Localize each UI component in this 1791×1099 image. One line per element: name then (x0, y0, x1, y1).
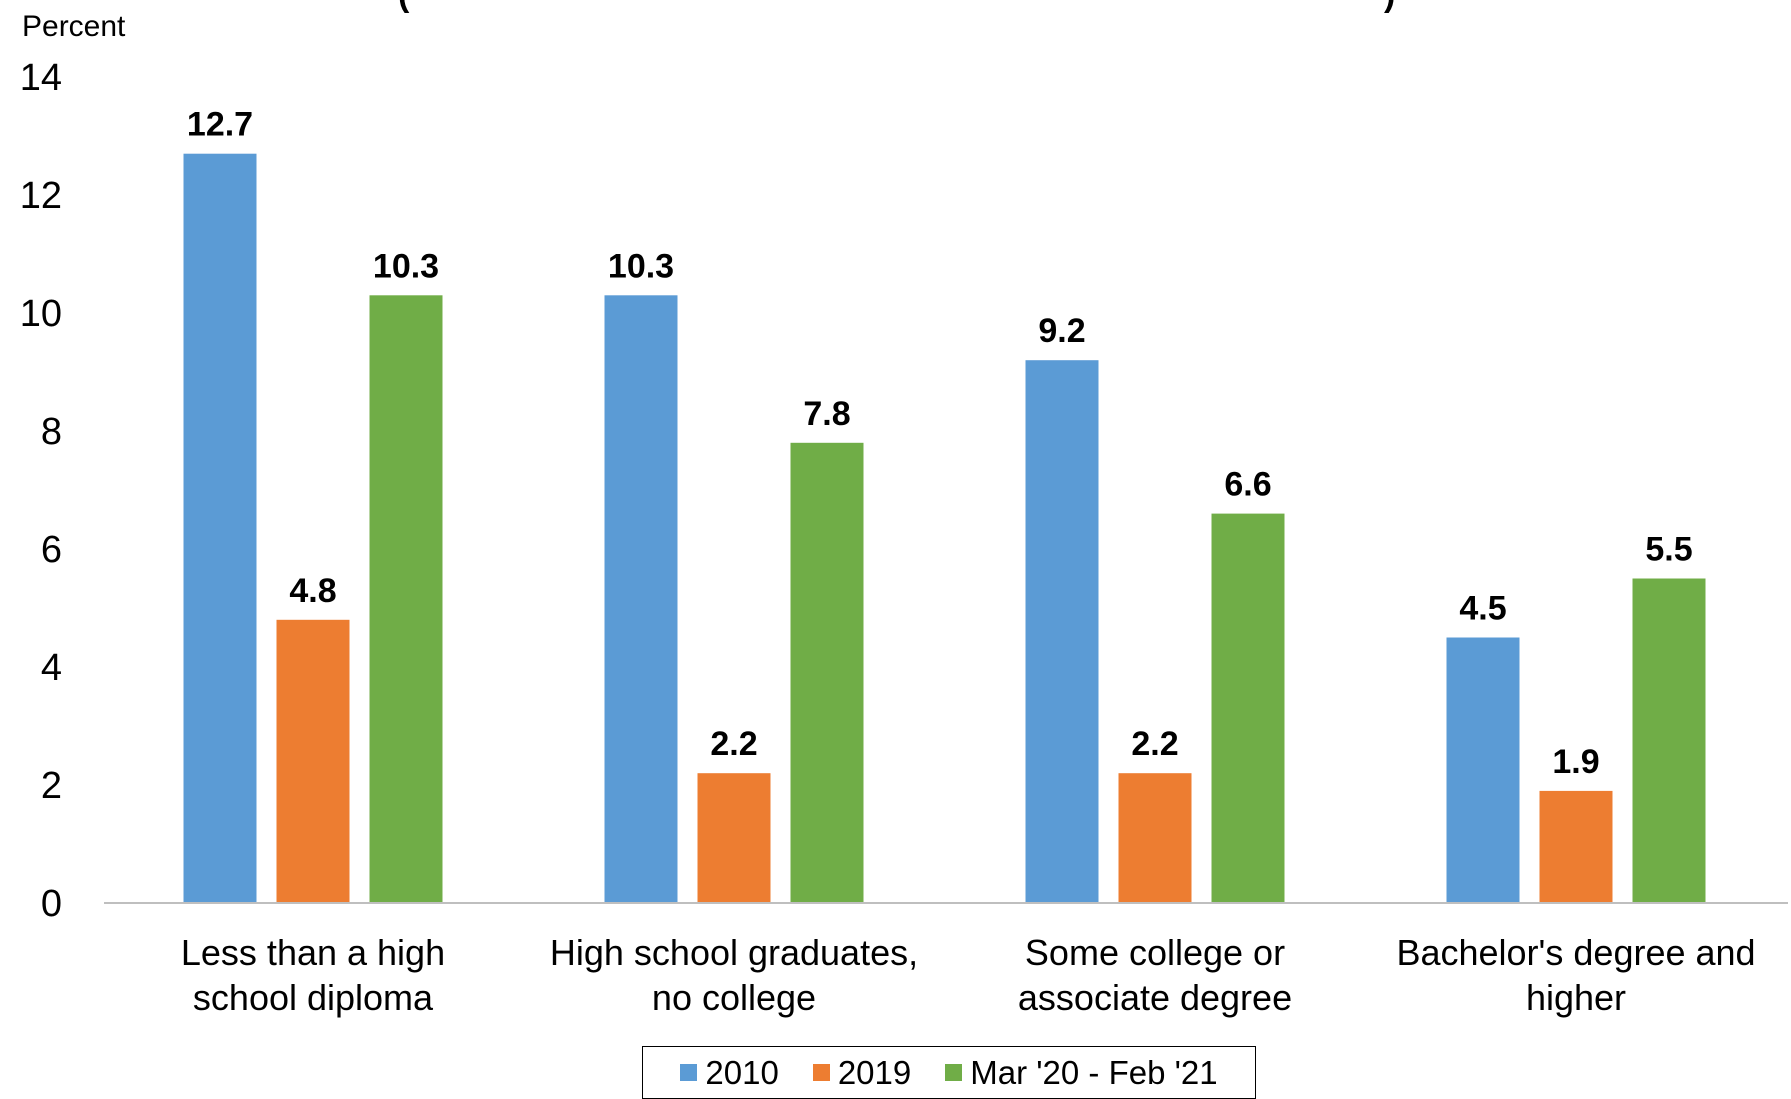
x-tick-label: Some college or (1025, 932, 1285, 973)
bar-value-label: 4.8 (289, 572, 336, 610)
x-tick-label: no college (652, 977, 816, 1018)
bar-value-label: 6.6 (1224, 466, 1271, 504)
legend-label: 2019 (837, 1053, 912, 1091)
legend-swatch (812, 1064, 830, 1081)
chart-title-right: ) (1384, 0, 1395, 14)
bar-labels-group: 12.7 4.8 10.3 10.3 2.2 7.8 9.2 2.2 6.6 4.5 1.9 5.5 (187, 106, 1693, 781)
bar (1211, 513, 1285, 903)
bar (369, 295, 443, 903)
x-tick-label: school diploma (193, 977, 434, 1018)
legend-label: Mar '20 - Feb '21 (970, 1053, 1218, 1091)
bar (1632, 578, 1706, 903)
legend: 2010 2019 Mar '20 - Feb '21 (642, 1046, 1256, 1099)
legend-item: 2019 (812, 1053, 912, 1092)
y-axis-ticks: 0 2 4 6 8 10 12 14 (20, 57, 62, 925)
bar-value-label: 12.7 (187, 106, 253, 144)
bar (1025, 360, 1099, 903)
bar-value-label: 2.2 (1131, 725, 1178, 763)
bar (276, 619, 350, 903)
y-tick-label: 6 (41, 529, 62, 571)
y-axis-label: Percent (22, 10, 126, 43)
y-tick-label: 10 (20, 293, 62, 335)
y-tick-label: 12 (20, 175, 62, 217)
bar (790, 442, 864, 903)
chart-title-left: ( (398, 0, 410, 14)
bar-value-label: 4.5 (1459, 590, 1506, 628)
x-tick-label: Less than a high (181, 932, 445, 973)
y-tick-label: 14 (20, 57, 62, 99)
y-tick-label: 2 (41, 765, 62, 807)
bar (1118, 773, 1192, 903)
legend-swatch (680, 1064, 698, 1081)
x-tick-label: Bachelor's degree and (1396, 932, 1755, 973)
bars-group (183, 153, 1706, 903)
legend-item: Mar '20 - Feb '21 (945, 1053, 1218, 1092)
legend-swatch (945, 1064, 963, 1081)
legend-item: 2010 (680, 1053, 779, 1092)
bar-value-label: 1.9 (1552, 743, 1599, 781)
bar-value-label: 10.3 (373, 247, 439, 285)
x-tick-label: higher (1526, 977, 1626, 1018)
bar (1446, 637, 1520, 903)
legend-label: 2010 (705, 1053, 779, 1091)
y-tick-label: 8 (41, 411, 62, 453)
bar (1539, 790, 1613, 903)
bar-value-label: 2.2 (710, 725, 757, 763)
bar-value-label: 5.5 (1645, 531, 1692, 569)
y-tick-label: 0 (41, 883, 62, 925)
bar-value-label: 10.3 (608, 247, 674, 285)
bar (183, 153, 257, 903)
bar-value-label: 7.8 (803, 395, 850, 433)
x-tick-label: associate degree (1018, 977, 1292, 1018)
bar (697, 773, 771, 903)
bar (604, 295, 678, 903)
y-tick-label: 4 (41, 647, 62, 689)
x-tick-label: High school graduates, (550, 932, 918, 973)
bar-value-label: 9.2 (1038, 312, 1085, 350)
